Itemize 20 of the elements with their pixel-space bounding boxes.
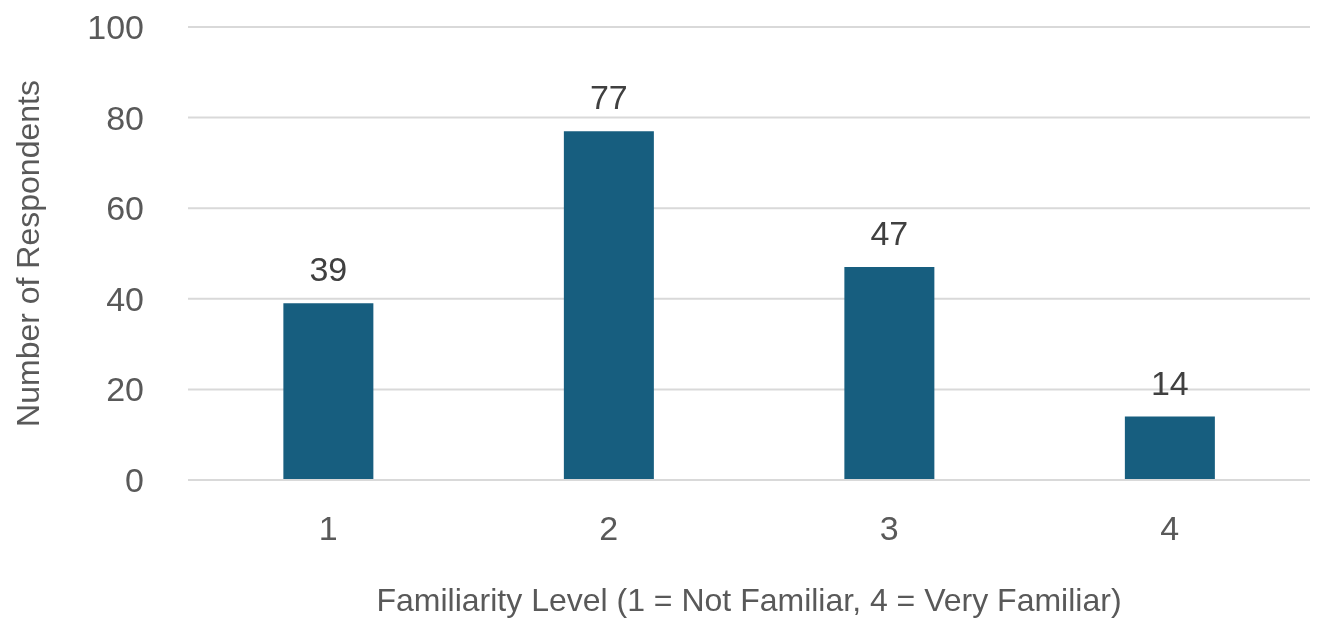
- bar: [563, 131, 654, 480]
- bar: [283, 303, 374, 480]
- y-tick-label: 20: [106, 370, 144, 409]
- bar: [844, 267, 935, 480]
- data-label: 14: [1150, 363, 1189, 402]
- x-tick-label: 4: [1160, 509, 1180, 548]
- y-tick-label: 60: [106, 189, 144, 228]
- data-label: 47: [870, 214, 909, 253]
- data-label: 39: [309, 250, 348, 289]
- y-tick-label: 40: [106, 279, 144, 318]
- y-tick-label: 80: [106, 98, 144, 137]
- x-tick-label: 3: [879, 509, 899, 548]
- bar: [1124, 416, 1215, 480]
- x-tick-label: 1: [318, 509, 338, 548]
- y-tick-label: 100: [87, 8, 144, 47]
- x-tick-label: 2: [599, 509, 619, 548]
- x-axis-title: Familiarity Level (1 = Not Familiar, 4 = Very Familiar): [376, 582, 1122, 618]
- y-axis-title: Number of Respondents: [10, 80, 47, 427]
- data-label: 77: [589, 78, 628, 117]
- y-tick-label: 0: [125, 461, 144, 500]
